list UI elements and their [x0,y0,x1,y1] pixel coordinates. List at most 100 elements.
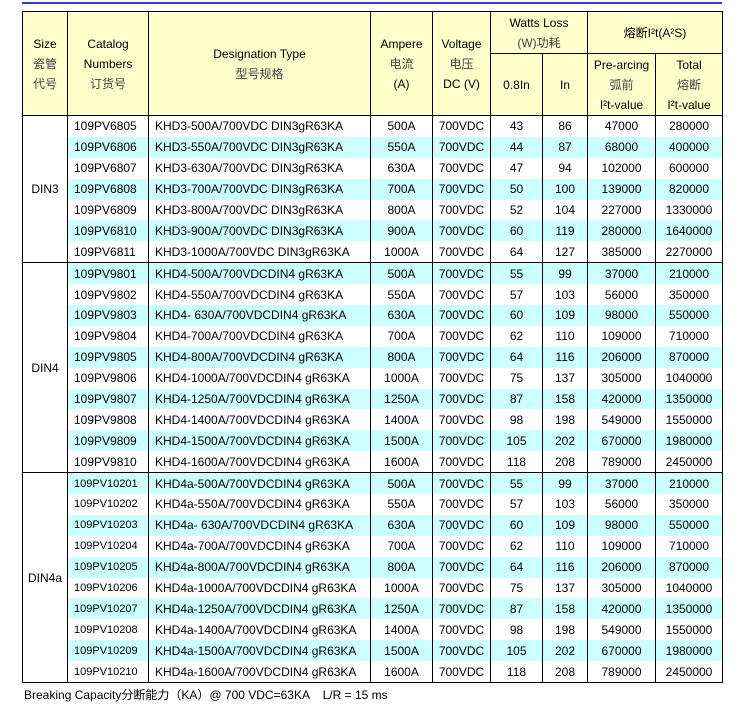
table-cell: 900A [370,220,433,242]
table-cell: 87 [490,598,543,620]
table-cell: 550A [370,284,433,306]
table-cell: 158 [542,598,588,620]
table-cell: 109PV10209 [67,640,149,662]
table-row: 109PV9807 KHD4-1250A/700VDCDIN4 gR63KA 125… [23,388,724,410]
table-cell: 710000 [654,325,724,347]
table-cell: 100 [542,178,588,200]
row-group: DIN3 109PV6805 KHD3-500A/700VDC DIN3gR63KA… [22,115,724,263]
table-cell: 109PV9801 [67,262,149,285]
table-cell: KHD4-1500A/700VDCDIN4 gR63KA [148,430,371,452]
table-cell: 550000 [654,305,724,326]
table-cell: 52 [490,199,543,221]
table-cell: KHD4a-1500A/700VDCDIN4 gR63KA [148,640,371,662]
header-cell: Designation Type 型号规格 [148,11,371,116]
table-cell: 700VDC [432,178,491,200]
table-cell: 109PV10204 [67,535,149,557]
table-cell: 700VDC [432,430,491,452]
table-cell: 139000 [587,178,656,200]
table-cell: 700VDC [432,305,491,326]
table-cell: 305000 [587,367,656,389]
table-cell: 2270000 [654,241,724,263]
table-row: 109PV9806 KHD4-1000A/700VDCDIN4 gR63KA 100… [23,367,724,389]
table-cell: 109PV10210 [67,661,149,683]
table-cell: 1400A [370,619,433,641]
size-cell: DIN3 [22,115,68,263]
table-cell: 109PV9809 [67,430,149,452]
table-cell: 47000 [587,115,656,137]
row-group: DIN4a 109PV10201 KHD4a-500A/700VDCDIN4 gR6… [22,472,724,683]
table-cell: 400000 [654,136,724,158]
table-cell: 87 [542,136,588,158]
table-cell: 385000 [587,241,656,263]
table-cell: 109PV9808 [67,409,149,431]
table-cell: 700VDC [432,115,491,137]
table-cell: 700VDC [432,472,491,495]
header-line: DC (V) [443,76,480,91]
table-cell: 700A [370,535,433,557]
table-cell: 630A [370,305,433,326]
header-cell: 熔断I²t(A²S) [586,11,724,54]
header-row: 0.8In In Pre-arcing 弧前 I²t-value Total 熔断 I²t-v… [23,53,724,116]
table-cell: KHD4-700A/700VDCDIN4 gR63KA [148,325,371,347]
table-cell: KHD4a-550A/700VDCDIN4 gR63KA [148,494,371,515]
table-cell: 109PV10207 [67,598,149,620]
header-line: Voltage [441,36,482,51]
table-cell: KHD3-500A/700VDC DIN3gR63KA [148,115,371,137]
table-cell: 105 [490,640,543,662]
table-cell: KHD3-1000A/700VDC DIN3gR63KA [148,241,371,263]
table-cell: 600000 [654,157,724,179]
header-line: 代号 [32,76,57,91]
table-cell: KHD3-800A/700VDC DIN3gR63KA [148,199,371,221]
table-cell: 109PV10208 [67,619,149,641]
table-cell: 800A [370,199,433,221]
table-cell: 109 [542,305,588,326]
table-row: 109PV9805 KHD4-800A/700VDCDIN4 gR63KA 800A… [23,346,724,368]
table-cell: 109PV9806 [67,367,149,389]
table-cell: 109PV6805 [67,115,149,137]
table-cell: 1600A [370,661,433,683]
table-cell: 700VDC [432,157,491,179]
header-line: Size [33,36,57,51]
header-line: (A) [393,76,410,91]
table-cell: 210000 [654,262,724,285]
table-cell: KHD4-1000A/700VDCDIN4 gR63KA [148,367,371,389]
table-row: 109PV6809 KHD3-800A/700VDC DIN3gR63KA 800A… [23,199,724,221]
table-cell: 118 [490,451,543,473]
size-cell: DIN4 [22,262,68,473]
table-row: 109PV9810 KHD4-1600A/700VDCDIN4 gR63KA 160… [23,451,724,473]
table-cell: 789000 [587,451,656,473]
table-cell: 99 [542,262,588,285]
table-cell: 109PV9807 [67,388,149,410]
table-cell: 68000 [587,136,656,158]
table-cell: 700VDC [432,199,491,221]
table-cell: 56000 [587,494,656,515]
table-cell: 104 [542,199,588,221]
table-cell: 2450000 [654,451,724,473]
table-cell: 800A [370,346,433,368]
table-cell: 549000 [587,619,656,641]
table-cell: 700VDC [432,136,491,158]
table-cell: 94 [542,157,588,179]
table-cell: KHD4-800A/700VDCDIN4 gR63KA [148,346,371,368]
header-line: Total [676,57,702,72]
table-cell: 1000A [370,577,433,599]
table-cell: 43 [490,115,543,137]
table-row: DIN4 109PV9801 KHD4-500A/700VDCDIN4 gR63KA… [22,262,724,473]
table-cell: 1550000 [654,409,724,431]
header-line: (W)功耗 [517,35,561,50]
table-row: DIN4a 109PV10201 KHD4a-500A/700VDCDIN4 gR6… [22,472,724,683]
header-cell: Voltage 电压 DC (V) [432,11,491,116]
table-cell: KHD4a- 630A/700VDCDIN4 gR63KA [148,514,371,536]
table-cell: 700VDC [432,514,491,536]
table-cell: 109PV9804 [67,325,149,347]
table-cell: 109PV9802 [67,284,149,306]
header-cell: 0.8In [490,53,543,116]
table-cell: 109PV9803 [67,305,149,326]
table-row: 109PV9809 KHD4-1500A/700VDCDIN4 gR63KA 150… [23,430,724,452]
table-cell: 109PV10206 [67,577,149,599]
table-cell: 1000A [370,241,433,263]
table-cell: 700A [370,178,433,200]
table-cell: 700VDC [432,494,491,515]
table-cell: 198 [542,409,588,431]
